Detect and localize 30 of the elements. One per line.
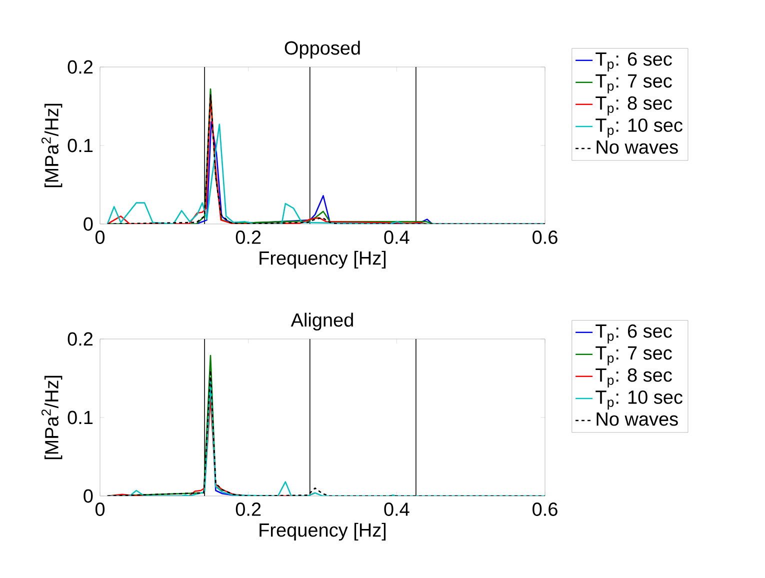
x-tick-label: 0.4 <box>384 502 410 516</box>
legend-label: T$_{p}$: 10 sec <box>596 118 682 138</box>
legend-label: T$_{p}$: 8 sec <box>596 368 672 388</box>
y-tick-label: 0.2 <box>68 60 93 74</box>
x-tick-label: 0.6 <box>532 502 558 516</box>
y-axis-title: [MPa$^{2}$/Hz] <box>41 104 62 188</box>
y-tick-label: 0 <box>84 217 93 231</box>
y-tick-label: 0.2 <box>68 332 93 346</box>
y-tick-label: 0.1 <box>68 410 93 424</box>
x-tick-label: 0 <box>95 502 105 516</box>
legend-label: T$_{p}$: 6 sec <box>596 52 672 72</box>
x-tick-label: 0.4 <box>384 230 410 244</box>
chart-title: Aligned <box>290 312 353 330</box>
x-tick-label: 0.2 <box>236 502 261 516</box>
x-axis-title: Frequency [Hz] <box>260 522 386 541</box>
x-tick-label: 0 <box>95 230 105 244</box>
legend-label: T$_{p}$: 6 sec <box>596 324 672 344</box>
legend-label: No waves <box>596 140 678 154</box>
legend-label: T$_{p}$: 7 sec <box>596 346 672 366</box>
x-tick-label: 0.2 <box>236 230 261 244</box>
y-tick-label: 0 <box>84 489 93 503</box>
x-axis-title: Frequency [Hz] <box>260 250 386 269</box>
legend-label: T$_{p}$: 10 sec <box>596 390 682 410</box>
y-tick-label: 0.1 <box>68 138 93 152</box>
legend-label: T$_{p}$: 8 sec <box>596 96 672 116</box>
x-tick-label: 0.6 <box>532 230 558 244</box>
y-axis-title: [MPa$^{2}$/Hz] <box>41 376 62 460</box>
legend-label: No waves <box>596 412 678 426</box>
chart-title: Opposed <box>284 40 360 58</box>
legend-label: T$_{p}$: 7 sec <box>596 74 672 94</box>
